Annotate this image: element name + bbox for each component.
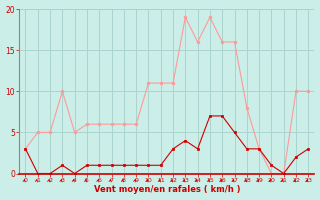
X-axis label: Vent moyen/en rafales ( km/h ): Vent moyen/en rafales ( km/h ) xyxy=(94,185,240,194)
